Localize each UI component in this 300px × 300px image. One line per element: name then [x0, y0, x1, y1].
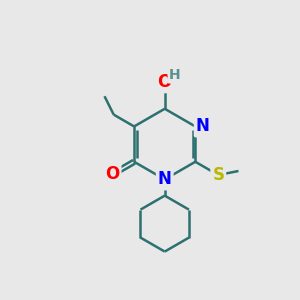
Text: O: O — [158, 73, 172, 91]
Text: N: N — [158, 170, 172, 188]
Text: O: O — [105, 165, 120, 183]
Text: N: N — [196, 117, 210, 135]
Text: S: S — [212, 166, 224, 184]
Text: H: H — [169, 68, 181, 82]
